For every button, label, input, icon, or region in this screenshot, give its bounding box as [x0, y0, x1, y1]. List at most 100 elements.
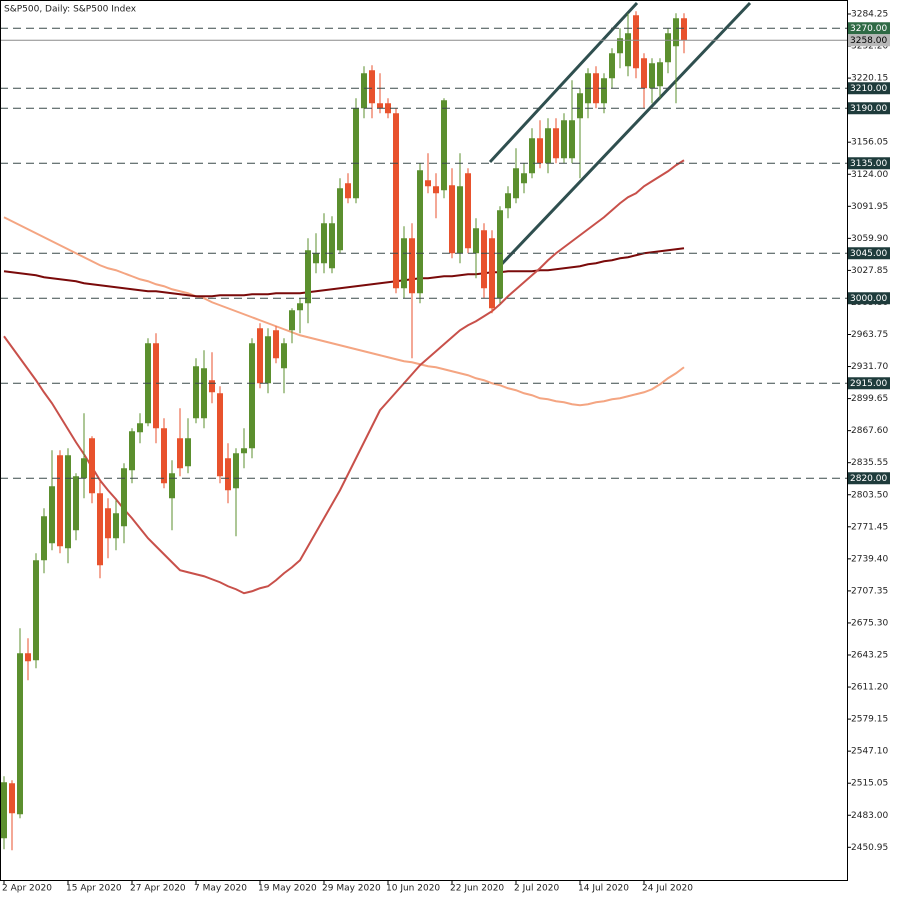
candle-body: [425, 180, 431, 187]
candle-body: [17, 653, 23, 815]
candle-body: [529, 138, 535, 174]
y-tick-label: 2899.65: [851, 394, 888, 404]
y-tick-label: 2835.55: [851, 458, 888, 468]
level-label: 3190.00: [850, 104, 887, 114]
candle-body: [281, 343, 287, 369]
y-tick-label: 3124.00: [851, 170, 888, 180]
chart-title: S&P500, Daily: S&P500 Index: [4, 5, 137, 15]
candle-body: [569, 120, 575, 159]
candle-body: [1, 782, 7, 839]
y-tick-label: 2547.10: [851, 747, 888, 757]
candle-body: [457, 186, 463, 254]
candle-body: [329, 223, 335, 269]
candle-body: [121, 468, 127, 527]
candle-body: [673, 18, 679, 47]
y-tick-label: 2611.20: [851, 683, 888, 693]
y-tick-label: 3091.95: [851, 202, 888, 212]
candle-body: [537, 138, 543, 164]
candle-body: [577, 93, 583, 119]
candle-body: [193, 366, 199, 419]
y-tick-label: 2675.30: [851, 618, 888, 628]
candle-body: [169, 473, 175, 499]
y-tick-label: 2771.45: [851, 522, 888, 532]
y-tick-label: 2867.60: [851, 426, 888, 436]
candle-body: [361, 73, 367, 109]
candle-body: [377, 103, 383, 109]
candle-body: [153, 343, 159, 429]
candle-body: [297, 303, 303, 311]
y-tick-label: 3059.90: [851, 234, 888, 244]
moving-average: [3, 247, 685, 298]
candle-body: [41, 516, 47, 561]
candle-body: [209, 380, 215, 393]
y-tick-label: 2515.05: [851, 779, 888, 789]
candle-body: [81, 458, 87, 479]
level-label: 3045.00: [850, 249, 887, 259]
candle-body: [545, 128, 551, 164]
candle-body: [73, 476, 79, 531]
candle-body: [417, 170, 423, 294]
candle-body: [25, 653, 31, 662]
level-label: 2820.00: [850, 474, 887, 484]
candle-body: [217, 393, 223, 477]
candle-body: [641, 58, 647, 89]
y-tick-label: 2931.70: [851, 362, 888, 372]
candle-body: [593, 73, 599, 104]
x-tick-label: 14 Jul 2020: [578, 884, 629, 894]
candle-body: [225, 458, 231, 491]
y-tick-label: 3156.05: [851, 138, 888, 148]
candle-body: [265, 336, 271, 384]
candle-body: [273, 330, 279, 359]
candle-body: [681, 18, 687, 41]
level-label: 2915.00: [850, 379, 887, 389]
level-label: 3135.00: [850, 159, 887, 169]
candle-body: [633, 15, 639, 69]
candle-body: [233, 453, 239, 489]
level-label-box: [848, 102, 890, 115]
candle-body: [625, 33, 631, 67]
candle-body: [649, 63, 655, 89]
candle-body: [657, 62, 663, 87]
candle-body: [441, 100, 447, 191]
candle-body: [465, 173, 471, 249]
y-tick-label: 2963.75: [851, 330, 888, 340]
level-label: 3000.00: [850, 294, 887, 304]
level-label: 3210.00: [850, 84, 887, 94]
y-tick-label: 3027.85: [851, 266, 888, 276]
x-tick-label: 7 May 2020: [194, 884, 247, 894]
candle-body: [385, 103, 391, 114]
candle-body: [321, 223, 327, 264]
candle-body: [433, 186, 439, 194]
price-label: 3258.00: [850, 36, 887, 46]
candle-body: [481, 230, 487, 289]
y-tick-label: 2483.00: [851, 811, 888, 821]
x-tick-label: 27 Apr 2020: [130, 884, 186, 894]
candle-body: [249, 343, 255, 449]
candle-body: [393, 113, 399, 289]
level-label-box: [848, 377, 890, 390]
candle-body: [113, 513, 119, 539]
candle-body: [313, 253, 319, 264]
y-tick-label: 2739.40: [851, 554, 888, 564]
candle-body: [33, 560, 39, 661]
lower-trend-line: [496, 1, 752, 270]
candle-body: [257, 328, 263, 384]
y-tick-label: 2579.15: [851, 715, 888, 725]
x-tick-label: 2 Jul 2020: [514, 884, 559, 894]
candle-body: [129, 431, 135, 471]
level-label: 3270.00: [850, 24, 887, 34]
moving-average: [3, 216, 685, 407]
candle-body: [401, 238, 407, 289]
level-label-box: [848, 247, 890, 260]
candle-body: [241, 448, 247, 454]
x-tick-label: 15 Apr 2020: [66, 884, 122, 894]
x-tick-label: 22 Jun 2020: [450, 884, 504, 894]
candle-body: [89, 438, 95, 494]
candle-body: [353, 108, 359, 199]
x-tick-label: 2 Apr 2020: [2, 884, 52, 894]
x-tick-label: 24 Jul 2020: [642, 884, 693, 894]
candle-body: [409, 238, 415, 294]
y-tick-label: 2707.35: [851, 586, 888, 596]
